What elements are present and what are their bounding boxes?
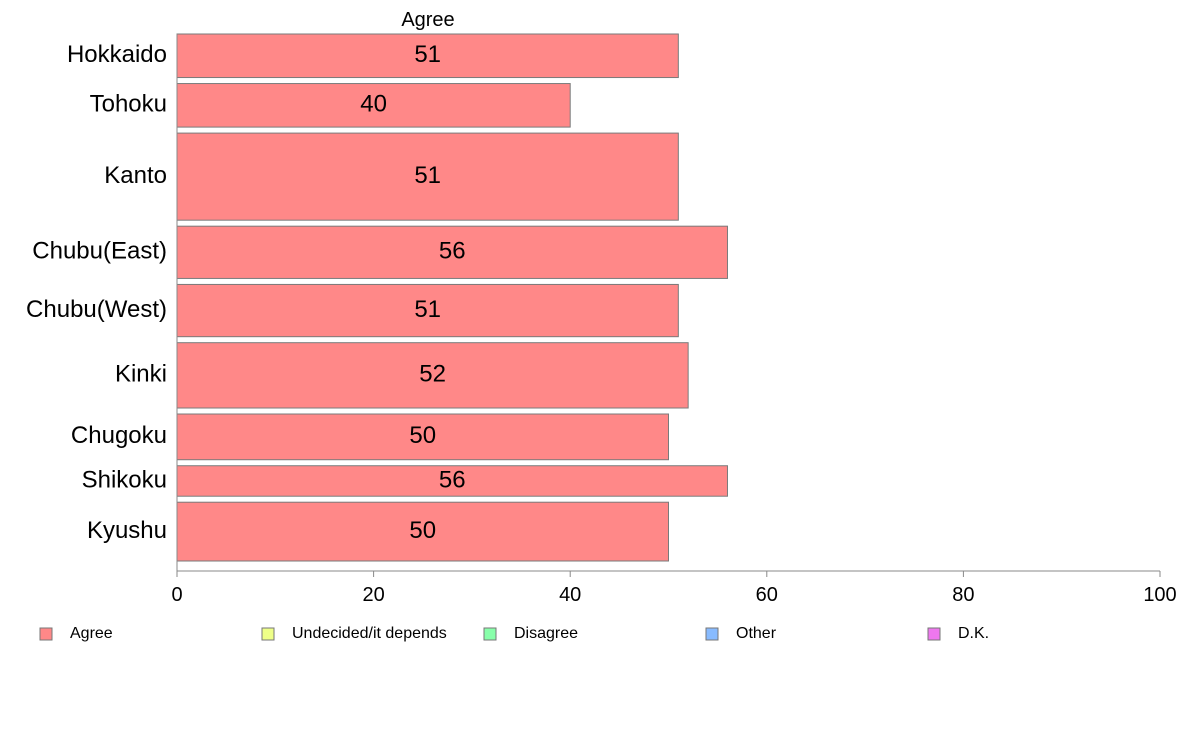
- legend-label: Other: [736, 625, 777, 642]
- data-label: 51: [414, 296, 441, 323]
- bar-chubu-west-: [176, 283, 679, 338]
- legend-label: Agree: [70, 625, 113, 642]
- legend-swatch: [927, 627, 941, 641]
- x-tick-label: 80: [952, 584, 974, 606]
- category-label: Kanto: [104, 162, 167, 189]
- bar-chubu-east-: [176, 225, 728, 279]
- category-label: Kyushu: [87, 517, 167, 544]
- legend-label: D.K.: [958, 625, 989, 642]
- legend-swatch: [705, 627, 719, 641]
- x-tick-label: 100: [1143, 584, 1176, 606]
- data-label: 56: [439, 238, 466, 265]
- data-label: 50: [409, 517, 436, 544]
- x-tick-label: 0: [171, 584, 182, 606]
- legend-label: Disagree: [514, 625, 578, 642]
- legend: Agree Undecided/it depends Disagree Other D.…: [39, 625, 989, 642]
- legend-swatch: [261, 627, 275, 641]
- bar-hokkaido: [176, 33, 679, 79]
- x-tick-label: 60: [756, 584, 778, 606]
- x-tick-label: 20: [362, 584, 384, 606]
- data-label: 52: [419, 361, 446, 388]
- data-label: 56: [439, 466, 466, 493]
- category-label: Hokkaido: [67, 41, 167, 68]
- bar-kinki: [176, 342, 689, 409]
- data-label: 51: [414, 162, 441, 189]
- bar-tohoku: [176, 83, 571, 128]
- category-label: Shikoku: [82, 466, 167, 493]
- bar-kanto: [176, 132, 679, 221]
- category-label: Kinki: [115, 361, 167, 388]
- data-label: 50: [409, 422, 436, 449]
- data-label: 40: [360, 91, 387, 118]
- legend-label: Undecided/it depends: [292, 625, 447, 642]
- column-header: Agree: [401, 9, 454, 31]
- category-label: Tohoku: [90, 91, 167, 118]
- data-label: 51: [414, 41, 441, 68]
- legend-swatch: [39, 627, 53, 641]
- legend-swatch: [483, 627, 497, 641]
- category-label: Chubu(West): [26, 296, 167, 323]
- category-label: Chubu(East): [32, 238, 167, 265]
- bar-chugoku: [176, 413, 669, 461]
- x-tick-label: 40: [559, 584, 581, 606]
- x-axis: 0 20 40 60 80 100: [171, 34, 1177, 606]
- category-label: Chugoku: [71, 422, 167, 449]
- bars-group: Hokkaido 51 Tohoku 40 Kanto 51 Chubu(East) 56 Ch…: [26, 33, 728, 562]
